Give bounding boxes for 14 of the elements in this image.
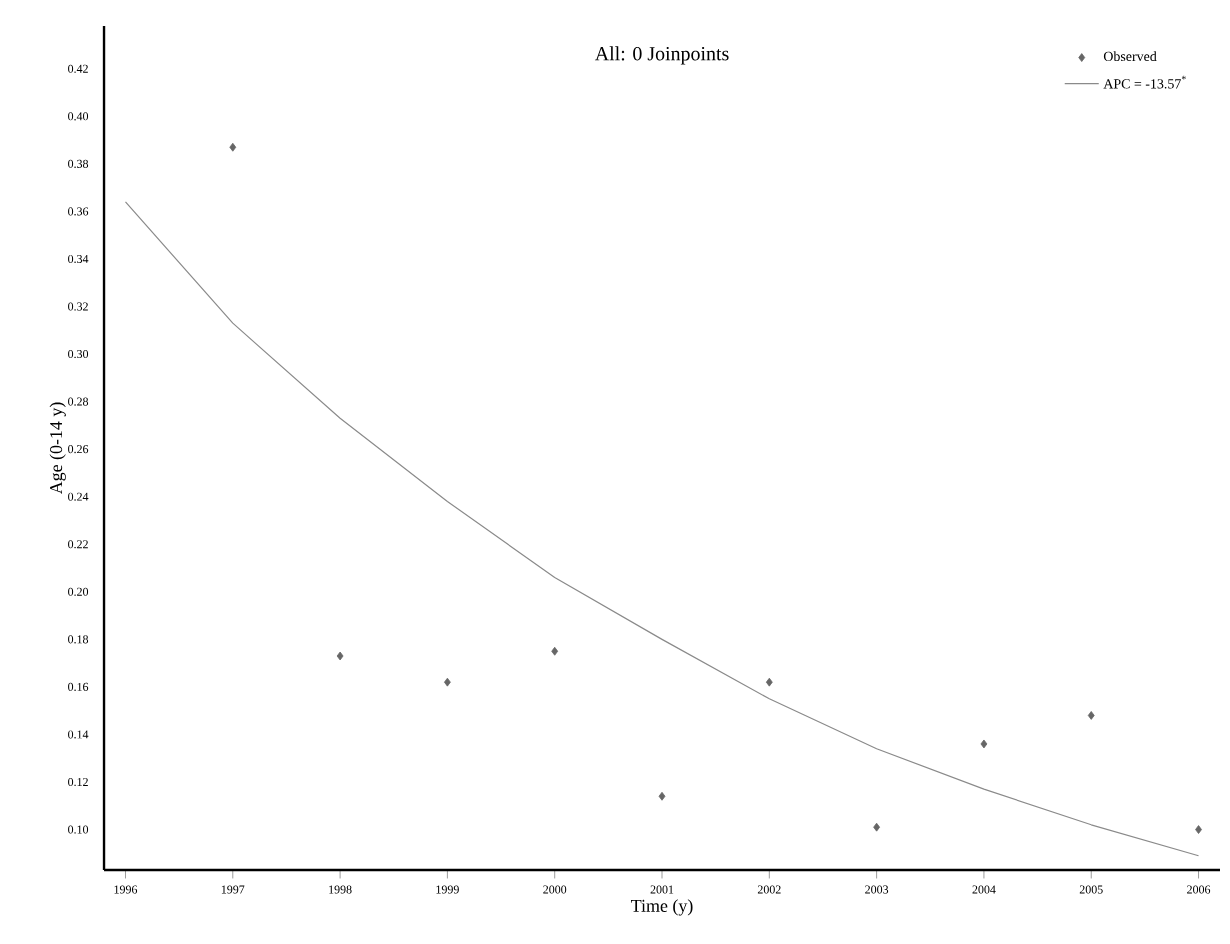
point	[873, 822, 881, 832]
point	[444, 677, 451, 687]
y-axis-title: Age (0-14 y)	[49, 402, 66, 495]
point	[551, 646, 559, 656]
point	[765, 677, 773, 687]
point	[1087, 711, 1095, 720]
x-axis-title: Time (y)	[631, 899, 693, 916]
line-series	[124, 201, 1200, 857]
text: All: 0 Joinpoints	[594, 46, 729, 65]
point	[1195, 825, 1202, 834]
point	[980, 739, 988, 749]
point	[658, 791, 666, 801]
point	[229, 142, 237, 152]
point	[336, 651, 344, 661]
